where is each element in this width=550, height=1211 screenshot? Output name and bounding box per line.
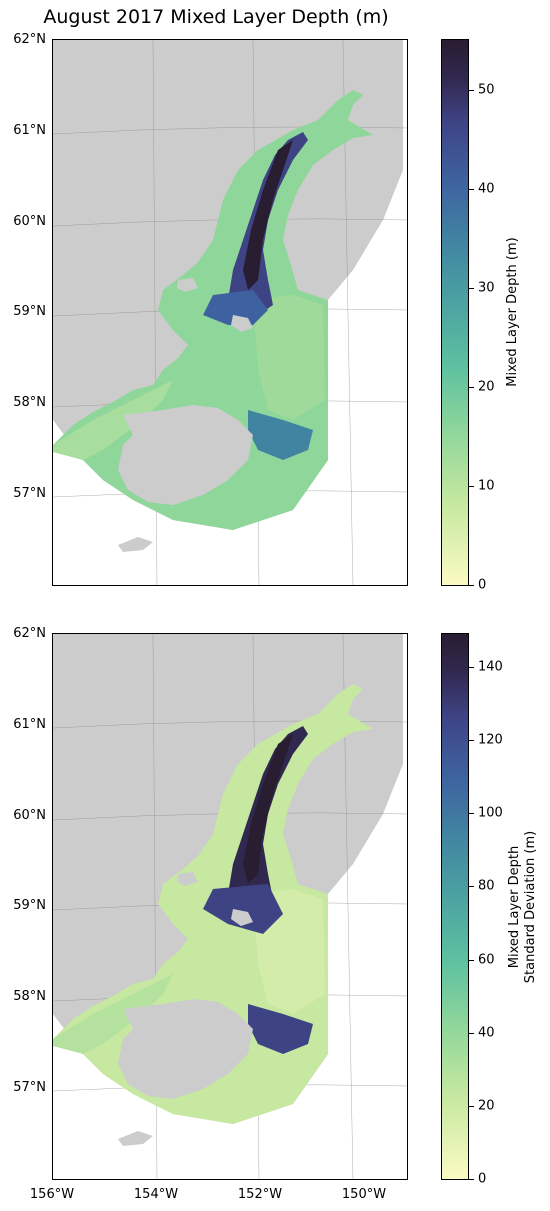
colorbar-bottom-tick-40 (469, 1032, 474, 1034)
lat-label-60-bottom: 60°N (13, 808, 46, 823)
colorbar-top-tick-label-10: 10 (478, 478, 495, 494)
colorbar-top-tick-30 (469, 287, 474, 289)
colorbar-label-bottom-line2: Standard Deviation (m) (523, 830, 538, 984)
lat-label-62-bottom: 62°N (13, 626, 46, 641)
colorbar-bottom-tick-label-0: 0 (478, 1171, 487, 1187)
colorbar-bottom-tick-100 (469, 813, 474, 815)
colorbar-top-tick-label-30: 30 (478, 280, 495, 296)
colorbar-bottom-tick-20 (469, 1105, 474, 1107)
figure-title: August 2017 Mixed Layer Depth (m) (43, 6, 389, 28)
colorbar-bottom-tick-120 (469, 740, 474, 742)
colorbar-top-tick-10 (469, 485, 474, 487)
colorbar-top-tick-label-0: 0 (478, 577, 487, 593)
lat-label-60-top: 60°N (13, 214, 46, 229)
colorbar-label-bottom: Mixed Layer Depth Standard Deviation (m) (507, 807, 539, 1007)
colorbar-top-tick-0 (469, 585, 474, 586)
map-panel-mixed-layer-depth (52, 39, 408, 586)
lat-label-59-bottom: 59°N (13, 898, 46, 913)
colorbar-top-tick-label-50: 50 (478, 82, 495, 98)
colorbar-std-deviation (441, 633, 469, 1180)
colorbar-bottom-tick-label-140: 140 (478, 659, 503, 675)
lat-label-58-top: 58°N (13, 395, 46, 410)
colorbar-bottom-tick-0 (469, 1179, 474, 1180)
map-panel-std-deviation (52, 633, 408, 1180)
lon-label-154: 154°W (133, 1187, 179, 1202)
colorbar-bottom-tick-label-40: 40 (478, 1025, 495, 1041)
lat-label-57-bottom: 57°N (13, 1080, 46, 1095)
map-bottom-svg (53, 634, 407, 1179)
lat-label-61-bottom: 61°N (13, 717, 46, 732)
lat-label-58-bottom: 58°N (13, 989, 46, 1004)
colorbar-bottom-tick-60 (469, 959, 474, 961)
colorbar-bottom-tick-label-20: 20 (478, 1098, 495, 1114)
colorbar-label-bottom-line1: Mixed Layer Depth (507, 845, 522, 969)
lon-label-152: 152°W (237, 1187, 283, 1202)
colorbar-top-tick-40 (469, 188, 474, 190)
colorbar-mixed-layer-depth (441, 39, 469, 586)
colorbar-label-top: Mixed Layer Depth (m) (505, 237, 520, 387)
colorbar-bottom-tick-80 (469, 886, 474, 888)
lat-label-61-top: 61°N (13, 123, 46, 138)
colorbar-bottom-tick-140 (469, 666, 474, 668)
colorbar-bottom-tick-label-120: 120 (478, 732, 503, 748)
colorbar-top-tick-label-20: 20 (478, 379, 495, 395)
colorbar-bottom-tick-label-80: 80 (478, 878, 495, 894)
lon-label-150: 150°W (341, 1187, 387, 1202)
lat-label-59-top: 59°N (13, 304, 46, 319)
colorbar-top-tick-20 (469, 386, 474, 388)
colorbar-bottom-tick-label-60: 60 (478, 952, 495, 968)
colorbar-top-tick-label-40: 40 (478, 181, 495, 197)
colorbar-top-tick-50 (469, 89, 474, 91)
lat-label-57-top: 57°N (13, 486, 46, 501)
colorbar-bottom-tick-label-100: 100 (478, 805, 503, 821)
lon-label-156: 156°W (29, 1187, 75, 1202)
lat-label-62-top: 62°N (13, 32, 46, 47)
map-top-svg (53, 40, 407, 585)
